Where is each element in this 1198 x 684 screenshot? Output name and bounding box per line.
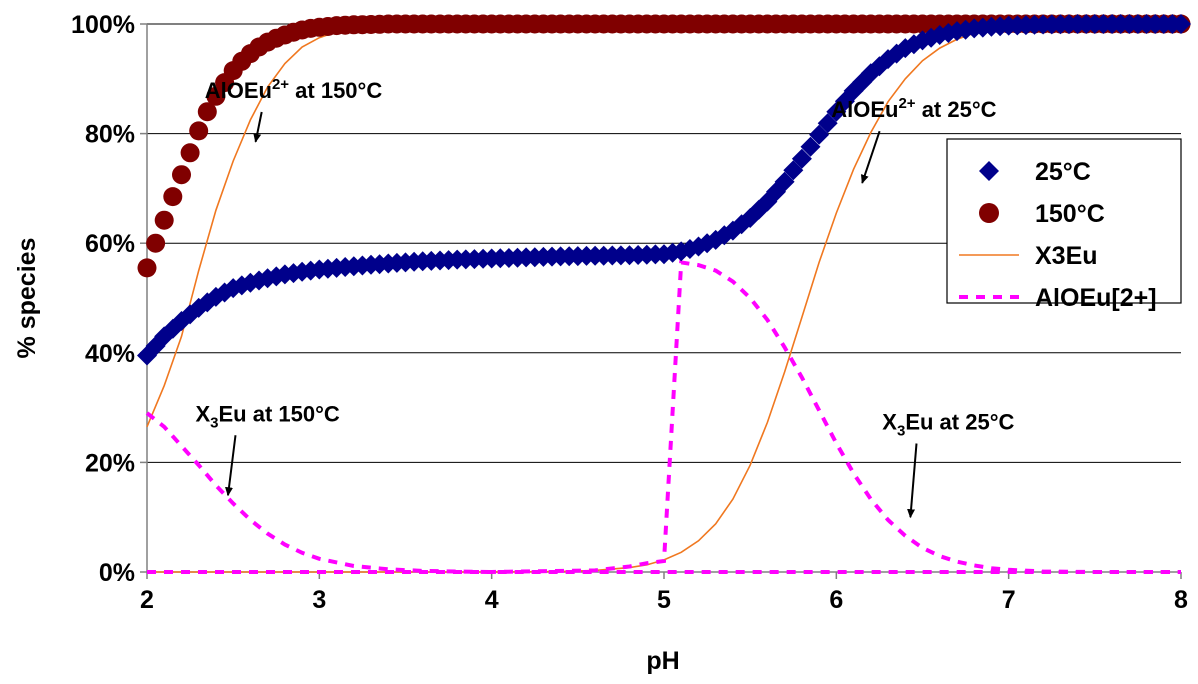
- legend-label-1: 150°C: [1035, 200, 1105, 228]
- x-tick-label-4: 6: [829, 586, 843, 614]
- marker-25C-78: [809, 124, 830, 145]
- x-tick-label-2: 4: [485, 586, 499, 614]
- marker-150C-8: [206, 86, 226, 106]
- y-tick-label-0: 0%: [99, 559, 135, 587]
- annotation-label-1: AlOEu2+ at 25°C: [831, 95, 996, 122]
- x-tick-label-3: 5: [657, 586, 671, 614]
- legend-label-0: 25°C: [1035, 158, 1091, 186]
- annotation-label-3: X3Eu at 25°C: [882, 410, 1014, 440]
- marker-150C-5: [180, 143, 200, 163]
- legend: 25°C 150°C X3Eu AlOEu[2+]: [946, 138, 1182, 312]
- marker-150C-3: [163, 187, 183, 207]
- marker-150C-0: [137, 258, 157, 278]
- x-tick-label-1: 3: [312, 586, 326, 614]
- marker-25C-74: [774, 171, 795, 192]
- series-3-curve-0: [145, 411, 1181, 574]
- x-axis-title: pH: [646, 647, 679, 675]
- y-tick-label-3: 60%: [85, 230, 135, 258]
- marker-150C-2: [154, 210, 174, 230]
- marker-25C-79: [817, 113, 838, 134]
- annotations: AlOEu2+ at 150°C AlOEu2+ at 25°C X3Eu at 1…: [195, 76, 1015, 519]
- y-tick-label-5: 100%: [71, 11, 135, 39]
- y-tick-label-1: 20%: [85, 449, 135, 477]
- legend-label-2: X3Eu: [1035, 242, 1098, 270]
- marker-25C-77: [800, 136, 821, 157]
- annotation-label-2: X3Eu at 150°C: [195, 401, 339, 431]
- y-tick-label-4: 80%: [85, 121, 135, 149]
- y-axis-title: % species: [13, 238, 41, 359]
- marker-25C-75: [783, 160, 804, 181]
- marker-150C-6: [189, 121, 209, 141]
- legend-label-3: AlOEu[2+]: [1035, 284, 1157, 312]
- marker-150C-1: [146, 233, 166, 253]
- x-tick-label-0: 2: [140, 586, 154, 614]
- annotation-label-0: AlOEu2+ at 150°C: [205, 76, 383, 103]
- marker-25C-120: [1171, 14, 1191, 34]
- marker-25C-76: [791, 148, 812, 169]
- annotation-arrow-1: [860, 130, 881, 184]
- marker-150C-7: [197, 102, 217, 122]
- x-tick-label-5: 7: [1002, 586, 1016, 614]
- legend-swatch-150C: [979, 203, 999, 223]
- annotation-arrow-2: [225, 435, 237, 497]
- legend-swatch-25C: [979, 161, 999, 181]
- annotation-arrow-3: [907, 443, 918, 519]
- y-tick-label-2: 40%: [85, 340, 135, 368]
- annotation-arrow-0: [253, 111, 263, 143]
- marker-150C-4: [172, 165, 191, 185]
- series-3-curve-1: [147, 260, 1181, 574]
- x-tick-label-6: 8: [1174, 586, 1188, 614]
- plot-area: [137, 14, 1191, 574]
